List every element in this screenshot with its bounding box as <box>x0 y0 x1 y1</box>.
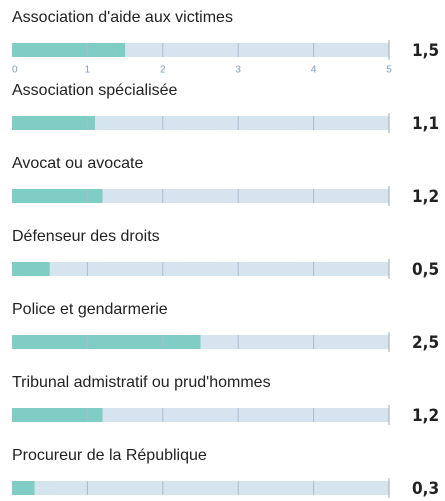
x-tick-label: 0 <box>12 65 18 76</box>
value-label: 1,5 <box>412 41 439 61</box>
category-label: Avocat ou avocate <box>12 155 143 172</box>
bar <box>12 408 103 422</box>
bar-track <box>12 408 389 422</box>
bar <box>12 481 35 495</box>
category-label: Tribunal admistratif ou prud'hommes <box>12 374 271 391</box>
x-tick-label: 2 <box>160 65 166 76</box>
value-label: 1,2 <box>412 187 439 207</box>
category-label: Défenseur des droits <box>12 228 160 245</box>
value-label: 0,3 <box>412 479 439 499</box>
value-label: 1,1 <box>412 114 439 134</box>
value-label: 1,2 <box>412 406 439 426</box>
bar <box>12 189 103 203</box>
value-label: 0,5 <box>412 260 439 280</box>
bar-track <box>12 481 389 495</box>
x-tick-label: 5 <box>386 65 392 76</box>
value-label: 2,5 <box>412 333 439 353</box>
bar <box>12 116 95 130</box>
x-tick-label: 3 <box>235 65 241 76</box>
bar-track <box>12 116 389 130</box>
bar <box>12 335 201 349</box>
bar-track <box>12 189 389 203</box>
bar-track <box>12 262 389 276</box>
bar <box>12 43 126 57</box>
category-label: Police et gendarmerie <box>12 301 168 318</box>
x-tick-label: 1 <box>85 65 91 76</box>
category-label: Association spécialisée <box>12 82 178 99</box>
category-label: Association d'aide aux victimes <box>12 9 233 26</box>
category-label: Procureur de la République <box>12 447 207 464</box>
x-tick-label: 4 <box>311 65 317 76</box>
bar <box>12 262 50 276</box>
